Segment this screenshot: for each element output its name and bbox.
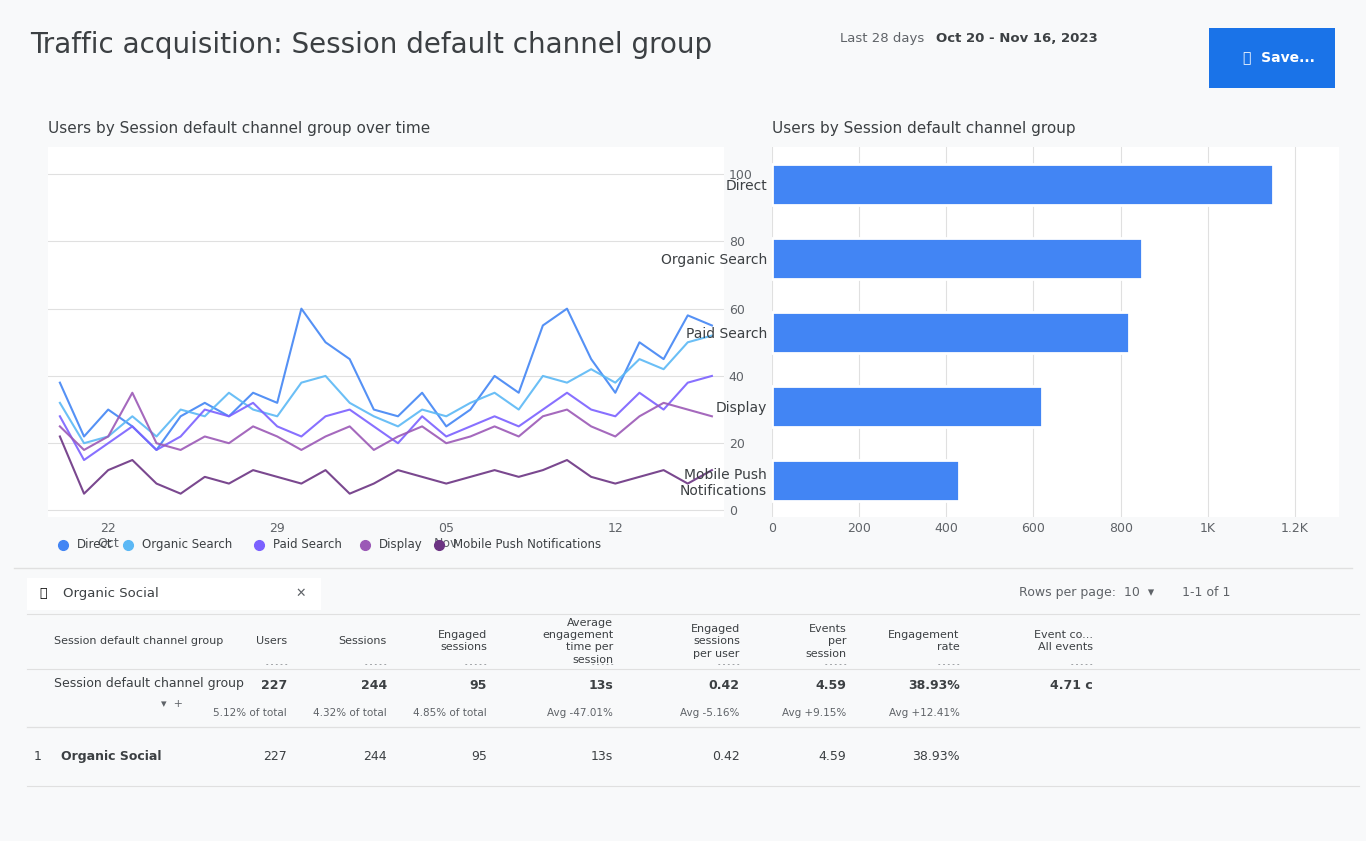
Bar — [772, 386, 1042, 426]
Text: - - - - -: - - - - - — [466, 661, 486, 667]
Text: Engaged
sessions: Engaged sessions — [437, 630, 486, 653]
Text: Engaged
sessions
per user: Engaged sessions per user — [691, 624, 740, 659]
Bar — [772, 238, 1142, 278]
Text: Event co...
All events: Event co... All events — [1034, 630, 1093, 653]
Text: Avg +9.15%: Avg +9.15% — [783, 708, 847, 717]
Text: 0.42: 0.42 — [712, 750, 740, 764]
Text: Avg -47.01%: Avg -47.01% — [548, 708, 613, 717]
Bar — [772, 460, 959, 500]
Text: Mobile Push Notifications: Mobile Push Notifications — [454, 538, 601, 551]
Text: - - - - -: - - - - - — [265, 661, 287, 667]
Text: Last 28 days: Last 28 days — [840, 32, 925, 45]
Text: 💾  Save...: 💾 Save... — [1243, 50, 1315, 64]
Text: 4.32% of total: 4.32% of total — [313, 708, 387, 717]
Text: Organic Search: Organic Search — [142, 538, 232, 551]
Text: 5.12% of total: 5.12% of total — [213, 708, 287, 717]
Text: Session default channel group: Session default channel group — [55, 637, 223, 646]
Text: - - - - -: - - - - - — [938, 661, 960, 667]
Text: Traffic acquisition: Session default channel group: Traffic acquisition: Session default cha… — [30, 31, 712, 60]
Text: Users by Session default channel group over time: Users by Session default channel group o… — [48, 121, 430, 136]
Text: - - - - -: - - - - - — [719, 661, 740, 667]
Text: Direct: Direct — [76, 538, 112, 551]
FancyBboxPatch shape — [1199, 23, 1344, 93]
Text: Display: Display — [380, 538, 423, 551]
Text: 1: 1 — [34, 750, 42, 764]
Text: 0.42: 0.42 — [709, 679, 740, 691]
Text: - - - - -: - - - - - — [366, 661, 387, 667]
Text: Rows per page:  10  ▾       1-1 of 1: Rows per page: 10 ▾ 1-1 of 1 — [1019, 586, 1231, 599]
Text: Engagement
rate: Engagement rate — [888, 630, 960, 653]
Text: 244: 244 — [363, 750, 387, 764]
Text: 4.59: 4.59 — [816, 679, 847, 691]
Bar — [772, 164, 1273, 204]
Text: Avg -5.16%: Avg -5.16% — [680, 708, 740, 717]
Bar — [772, 312, 1130, 352]
Text: 13s: 13s — [589, 679, 613, 691]
Text: 🔍: 🔍 — [40, 587, 46, 600]
Text: Organic Social: Organic Social — [60, 750, 161, 764]
Text: ▾  +: ▾ + — [161, 699, 183, 709]
Text: Average
engagement
time per
session: Average engagement time per session — [542, 617, 613, 665]
FancyBboxPatch shape — [12, 576, 336, 611]
Text: 4.59: 4.59 — [818, 750, 847, 764]
Text: 95: 95 — [471, 750, 486, 764]
Text: 38.93%: 38.93% — [912, 750, 960, 764]
Text: 4.71 c: 4.71 c — [1050, 679, 1093, 691]
Text: Organic Social: Organic Social — [63, 587, 158, 600]
Text: 95: 95 — [470, 679, 486, 691]
Text: - - - - -: - - - - - — [591, 661, 613, 667]
Text: 227: 227 — [261, 679, 287, 691]
Text: ✕: ✕ — [295, 587, 306, 600]
Text: Sessions: Sessions — [339, 637, 387, 646]
Text: Avg +12.41%: Avg +12.41% — [889, 708, 960, 717]
Text: Users by Session default channel group: Users by Session default channel group — [772, 121, 1075, 136]
Text: 4.85% of total: 4.85% of total — [413, 708, 486, 717]
Text: - - - - -: - - - - - — [1071, 661, 1093, 667]
Text: Events
per
session: Events per session — [806, 624, 847, 659]
Text: 227: 227 — [264, 750, 287, 764]
Text: Users: Users — [255, 637, 287, 646]
Text: Session default channel group: Session default channel group — [55, 677, 245, 690]
Text: Oct 20 - Nov 16, 2023: Oct 20 - Nov 16, 2023 — [936, 32, 1097, 45]
Text: Paid Search: Paid Search — [273, 538, 342, 551]
Text: 13s: 13s — [591, 750, 613, 764]
Text: 244: 244 — [361, 679, 387, 691]
Text: - - - - -: - - - - - — [825, 661, 847, 667]
Text: 38.93%: 38.93% — [908, 679, 960, 691]
